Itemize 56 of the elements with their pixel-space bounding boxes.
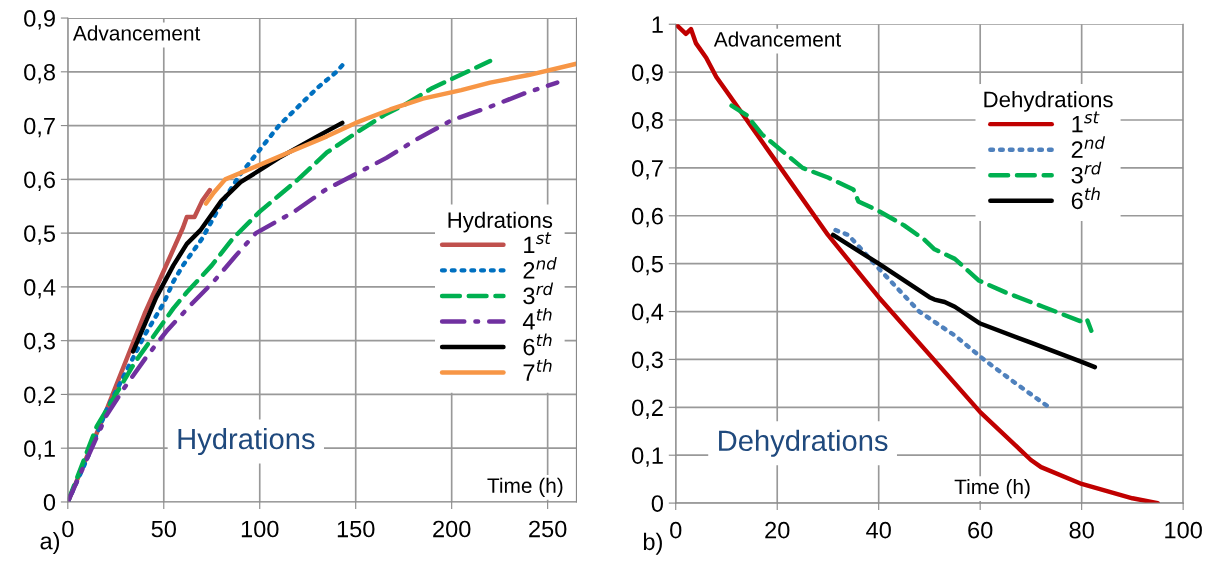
x-tick-label: 100 xyxy=(241,520,279,538)
legend-label: 1$^{st}$ xyxy=(524,232,552,253)
line-series xyxy=(203,61,577,206)
legend-label: 4$^{th}$ xyxy=(522,308,552,330)
y-tick-label: 0,1 xyxy=(24,440,55,460)
legend-label: 3$^{rd}$ xyxy=(523,282,554,305)
y-tick-label: 0,4 xyxy=(24,278,56,299)
line-series xyxy=(830,232,1098,370)
y-tick-label: 0,9 xyxy=(24,10,55,30)
y-tick-label: 0 xyxy=(651,495,664,512)
legend-title: Hydrations xyxy=(448,211,553,233)
x-tick-label: 100 xyxy=(1165,521,1202,539)
legend-label: 7$^{th}$ xyxy=(523,359,552,381)
y-tick-label: 0,4 xyxy=(632,303,664,324)
y-tick-label: 0,7 xyxy=(24,117,55,138)
legend-label: 2$^{nd}$ xyxy=(1071,136,1105,158)
y-tick-label: 0,5 xyxy=(632,255,663,276)
y-axis-title: Advancement xyxy=(713,31,842,47)
y-tick-label: 0,5 xyxy=(24,225,56,245)
legend-label: 2$^{nd}$ xyxy=(523,256,557,279)
y-tick-label: 0,8 xyxy=(632,112,663,132)
text: b) xyxy=(643,532,662,555)
x-tick-label: 60 xyxy=(968,521,993,539)
x-tick-label: 50 xyxy=(151,520,176,538)
x-tick-label: 200 xyxy=(433,520,471,538)
y-tick-label: 0,7 xyxy=(632,159,663,180)
y-tick-label: 0,8 xyxy=(24,63,55,84)
x-tick-label: 40 xyxy=(866,521,891,539)
y-tick-label: 0,2 xyxy=(632,399,663,419)
x-tick-label: 80 xyxy=(1069,521,1094,539)
y-tick-label: 0,2 xyxy=(24,386,55,406)
x-axis-title: Time (h) xyxy=(487,477,563,498)
x-tick-label: 0 xyxy=(670,521,682,539)
legend-label: 6$^{th}$ xyxy=(1071,187,1100,210)
legend-title: Dehydrations xyxy=(984,91,1113,112)
x-tick-label: 150 xyxy=(337,520,375,538)
annotation: Dehydrations xyxy=(719,429,888,457)
legend-label: 3$^{rd}$ xyxy=(1071,161,1102,184)
legend-label: 6$^{th}$ xyxy=(523,333,552,356)
y-tick-label: 0,1 xyxy=(632,447,663,467)
y-tick-label: 1 xyxy=(652,16,663,33)
y-tick-label: 0,3 xyxy=(632,351,663,372)
y-tick-label: 0,6 xyxy=(632,207,663,228)
y-tick-label: 0,3 xyxy=(24,332,55,353)
y-tick-label: 0,6 xyxy=(24,171,55,191)
x-tick-label: 20 xyxy=(765,521,790,539)
line-series xyxy=(833,227,1052,410)
x-tick-label: 250 xyxy=(529,520,567,538)
y-tick-label: 0 xyxy=(43,494,56,511)
x-axis-title: Time (h) xyxy=(954,478,1030,499)
y-tick-label: 0,9 xyxy=(632,64,663,84)
x-tick-label: 0 xyxy=(62,520,74,538)
annotation: Hydrations xyxy=(178,427,315,456)
y-axis-title: Advancement xyxy=(72,25,201,41)
legend-label: 1$^{st}$ xyxy=(1072,111,1100,133)
text: a) xyxy=(40,532,60,555)
